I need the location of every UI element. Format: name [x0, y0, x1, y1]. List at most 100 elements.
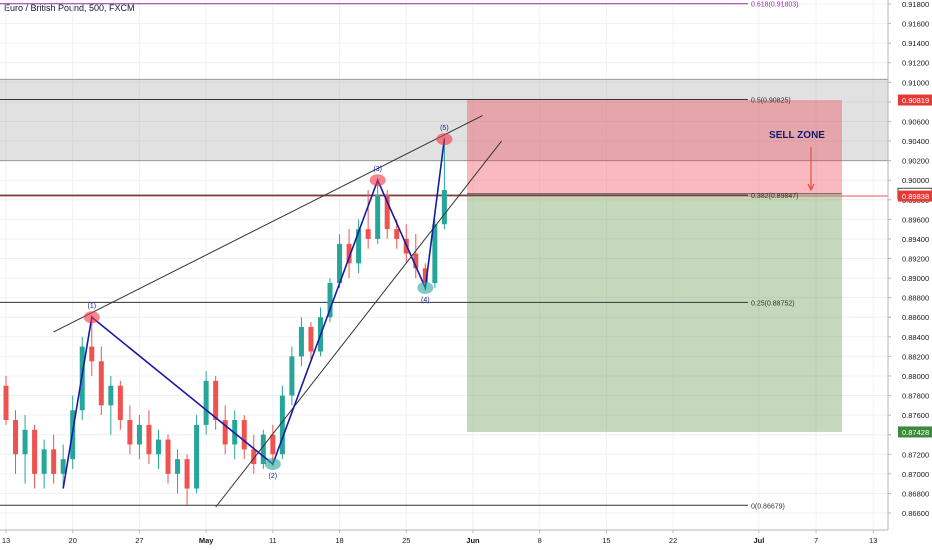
- candle-body: [365, 229, 371, 239]
- candle-body: [175, 459, 181, 474]
- wave-label: (2): [269, 473, 278, 480]
- price-axis-bg: [888, 0, 932, 550]
- candle-body: [22, 429, 28, 455]
- candles: [3, 137, 447, 506]
- time-tick-label: 15: [602, 536, 610, 545]
- time-tick-label: 11: [269, 536, 277, 545]
- candle-body: [260, 434, 266, 465]
- price-tick-label: 0.91800: [902, 0, 929, 9]
- trend-line: [215, 140, 502, 508]
- candle-body: [413, 253, 419, 269]
- price-axis[interactable]: 0.91800 0.91600 0.91400 0.91200 0.91000 0.908…: [887, 0, 932, 550]
- time-tick-label: 7: [814, 536, 818, 545]
- price-tick-label: 0.91000: [902, 78, 929, 87]
- candle-body: [213, 380, 219, 421]
- trend-line: [53, 115, 483, 333]
- wave-marker: [436, 133, 453, 146]
- price-tick-label: 0.88600: [902, 313, 929, 322]
- price-label-box: [898, 94, 932, 106]
- candle-body: [136, 424, 142, 445]
- candle-body: [432, 224, 438, 283]
- candle-body: [98, 361, 104, 406]
- price-tick-label: 0.88800: [902, 294, 929, 303]
- price-tick-label: 0.90400: [902, 137, 929, 146]
- price-tick-label: 0.88000: [902, 372, 929, 381]
- candle-body: [108, 385, 114, 406]
- time-tick-label: 25: [402, 536, 410, 545]
- price-tick-label: 0.91400: [902, 39, 929, 48]
- price-tick-label: 0.88200: [902, 352, 929, 361]
- price-tick-label: 0.90000: [902, 176, 929, 185]
- fib-label: 0.25(0.88752): [751, 300, 795, 307]
- price-tick-label: 0.87800: [902, 392, 929, 401]
- price-tick-label: 0.89600: [902, 215, 929, 224]
- time-tick-label: 13: [869, 536, 877, 545]
- candle-body: [165, 439, 171, 474]
- candle-body: [441, 189, 447, 225]
- price-tick-label: 0.90600: [902, 117, 929, 126]
- candle-body: [308, 327, 314, 352]
- price-tick-label: 0.87000: [902, 470, 929, 479]
- time-tick-label: 18: [335, 536, 343, 545]
- price-label-text: 0.89838: [902, 192, 929, 201]
- time-tick-label: Jul: [753, 536, 764, 545]
- price-tick-label: 0.87600: [902, 411, 929, 420]
- candle-body: [146, 424, 152, 455]
- sell-zone-arrow-head: [807, 183, 815, 192]
- candle-body: [117, 385, 123, 421]
- time-tick-label: 27: [135, 536, 143, 545]
- price-tick-label: 0.91200: [902, 59, 929, 68]
- candle-body: [375, 194, 381, 239]
- candle-body: [384, 194, 390, 230]
- fib-label: 0.5(0.90825): [751, 97, 791, 104]
- candle-body: [127, 420, 133, 445]
- price-label-text: 0.90819: [902, 96, 929, 105]
- candle-body: [394, 229, 400, 239]
- candle-body: [356, 229, 362, 264]
- zones: [0, 78, 888, 432]
- fib-label: 0.382(0.89847): [751, 193, 798, 200]
- wave-label: (3): [373, 166, 382, 173]
- wave-marker: [417, 281, 434, 294]
- candle-body: [32, 429, 38, 474]
- price-tick-label: 0.90200: [902, 157, 929, 166]
- wave-marker: [264, 458, 281, 471]
- fib-label: 0.618(0.91803): [751, 2, 798, 9]
- candle-body: [155, 439, 161, 455]
- candle-body: [270, 434, 276, 455]
- candle-body: [203, 380, 209, 425]
- price-label-text: 0.87428: [902, 428, 929, 437]
- candle-body: [289, 356, 295, 396]
- price-tick-label: 0.89400: [902, 235, 929, 244]
- candle-body: [89, 346, 95, 362]
- sell-zone-label: SELL ZONE: [769, 130, 825, 141]
- candle-body: [51, 449, 57, 474]
- wave-label: (1): [87, 303, 96, 310]
- candle-body: [60, 459, 66, 474]
- candle-body: [13, 420, 19, 455]
- candle-body: [298, 327, 304, 357]
- candle-body: [194, 424, 200, 489]
- fib-label: 0(0.86679): [751, 503, 785, 510]
- candle-body: [279, 395, 285, 455]
- price-label-box: [898, 426, 932, 438]
- time-tick-label: 22: [669, 536, 677, 545]
- price-tick-label: 0.88400: [902, 333, 929, 342]
- price-tick-label: 0.91600: [902, 20, 929, 29]
- time-axis[interactable]: 13 20 27 May 11 18 25 Jun 8 15 22 Jul 7 13: [0, 529, 888, 550]
- candle-body: [241, 420, 247, 450]
- time-tick-label: 13: [2, 536, 10, 545]
- wave-marker: [83, 311, 100, 324]
- price-tick-label: 0.86600: [902, 509, 929, 518]
- candle-body: [251, 449, 257, 465]
- time-tick-label: Jun: [466, 536, 480, 545]
- wave-marker: [369, 174, 386, 187]
- candle-body: [184, 459, 190, 489]
- candle-body: [337, 243, 343, 283]
- wave-label: (5): [440, 125, 449, 132]
- price-label-box: [898, 190, 932, 202]
- price-tick-label: 0.87200: [902, 450, 929, 459]
- candle-body: [222, 420, 228, 445]
- candle-body: [327, 282, 333, 318]
